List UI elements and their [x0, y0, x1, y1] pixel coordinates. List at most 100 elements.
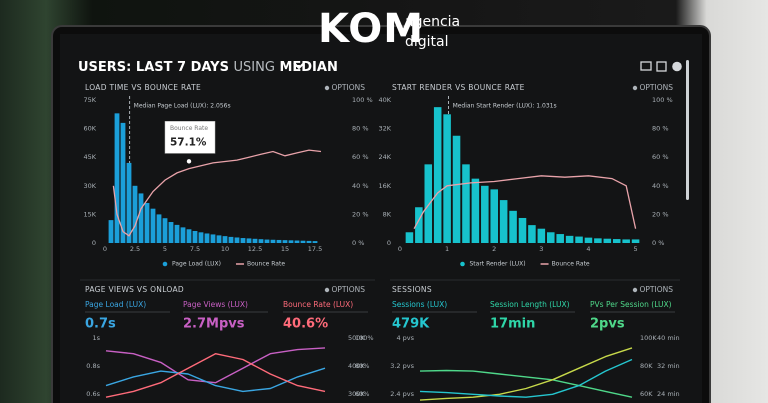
- bar: [528, 225, 536, 243]
- bar: [622, 239, 630, 243]
- bar: [216, 235, 222, 243]
- bar: [424, 164, 433, 243]
- y2-tick-label: 20 %: [652, 210, 669, 218]
- bar: [198, 232, 204, 243]
- axis-label: 3.2 pvs: [390, 362, 414, 370]
- bar: [584, 237, 593, 243]
- icon-monitor[interactable]: [640, 61, 652, 71]
- bar: [132, 185, 138, 243]
- bar: [603, 238, 612, 243]
- metric-label: Sessions (LUX): [392, 300, 447, 309]
- options-button[interactable]: OPTIONS: [332, 83, 366, 92]
- bar: [156, 214, 162, 243]
- bar: [433, 107, 442, 244]
- y2-tick-label: 100 %: [652, 96, 673, 104]
- bar: [481, 185, 489, 243]
- legend-swatch: [162, 261, 168, 267]
- panel-title: SESSIONS: [392, 285, 432, 294]
- bar: [108, 220, 114, 243]
- tooltip-box: [164, 121, 216, 154]
- metric-value: 17min: [490, 317, 535, 332]
- bar: [126, 162, 132, 243]
- y-tick-label: 16K: [378, 182, 391, 190]
- axis-label: 2.4 pvs: [390, 390, 414, 398]
- metric-value: 2pvs: [590, 317, 625, 332]
- y2-tick-label: 60 %: [652, 153, 669, 161]
- line-series: [413, 175, 637, 230]
- axis-label: 80%: [355, 362, 369, 370]
- legend-label: Start Render (LUX): [470, 261, 526, 268]
- metric-value: 2.7Mpvs: [183, 317, 245, 332]
- axis-label: 60K: [640, 390, 653, 398]
- x-tick-label: 7.5: [190, 245, 200, 253]
- tooltip-point: [186, 159, 192, 164]
- bar: [150, 208, 156, 243]
- bar: [556, 234, 564, 243]
- y-tick-label: 24K: [378, 153, 391, 161]
- options-button[interactable]: OPTIONS: [640, 285, 674, 294]
- bar: [114, 113, 120, 243]
- panel-line: [419, 347, 633, 401]
- y-tick-label: 75K: [83, 96, 96, 104]
- bar: [252, 238, 258, 243]
- panel-line: [419, 369, 633, 398]
- x-tick-label: 12.5: [248, 245, 262, 253]
- y2-tick-label: 40 %: [352, 182, 369, 190]
- metric-label: PVs Per Session (LUX): [590, 300, 672, 309]
- options-button[interactable]: OPTIONS: [332, 285, 366, 294]
- axis-label: 1s: [92, 334, 100, 342]
- bar: [452, 135, 461, 243]
- header-part: USING: [234, 60, 275, 75]
- bar: [499, 200, 508, 243]
- x-tick-label: 1: [445, 245, 449, 253]
- y-tick-label: 0: [92, 239, 96, 247]
- bar: [306, 240, 312, 243]
- legend-label: Page Load (LUX): [172, 261, 221, 268]
- bar: [565, 235, 574, 243]
- tooltip-value: 57.1%: [170, 136, 207, 148]
- bar: [471, 178, 480, 243]
- bar: [462, 164, 470, 243]
- bar: [222, 236, 228, 243]
- header-part: LAST 7 DAYS: [136, 60, 229, 75]
- bar: [162, 218, 168, 243]
- y-tick-label: 0: [387, 239, 391, 247]
- bar: [547, 232, 555, 243]
- median-annotation: Median Start Render (LUX): 1.031s: [453, 103, 557, 110]
- options-button[interactable]: OPTIONS: [640, 83, 674, 92]
- axis-label: 400K: [348, 362, 365, 370]
- header-part: USERS:: [78, 60, 131, 75]
- bar: [258, 239, 264, 243]
- bar: [594, 238, 602, 243]
- bar: [246, 238, 252, 243]
- x-tick-label: 5: [163, 245, 167, 253]
- bar: [282, 240, 288, 243]
- icon-chart[interactable]: [656, 61, 667, 72]
- metric-label: Page Load (LUX): [85, 300, 146, 309]
- y-tick-label: 15K: [83, 210, 96, 218]
- metric-label: Session Length (LUX): [490, 300, 570, 309]
- metric-value: 0.7s: [85, 317, 116, 332]
- axis-label: 0.6s: [86, 390, 100, 398]
- bar: [443, 114, 451, 243]
- y2-tick-label: 0 %: [352, 239, 364, 247]
- y2-tick-label: 20 %: [352, 210, 369, 218]
- scrollbar: [686, 60, 689, 200]
- x-tick-label: 5: [634, 245, 638, 253]
- x-tick-label: 0: [103, 245, 107, 253]
- icon-help[interactable]: [672, 61, 682, 72]
- logo-line: digital: [405, 34, 449, 50]
- bar: [300, 240, 306, 243]
- header-chevron[interactable]: [293, 62, 305, 70]
- bar: [312, 241, 318, 243]
- bar: [405, 232, 414, 243]
- x-tick-label: 17.5: [308, 245, 322, 253]
- bar: [415, 207, 423, 243]
- x-tick-label: 2.5: [130, 245, 140, 253]
- bar: [490, 189, 498, 243]
- bar: [180, 227, 186, 243]
- panel-title: PAGE VIEWS VS ONLOAD: [85, 285, 184, 294]
- panel-line: [105, 367, 326, 393]
- axis-label: 4 pvs: [396, 334, 414, 342]
- x-tick-label: 4: [586, 245, 590, 253]
